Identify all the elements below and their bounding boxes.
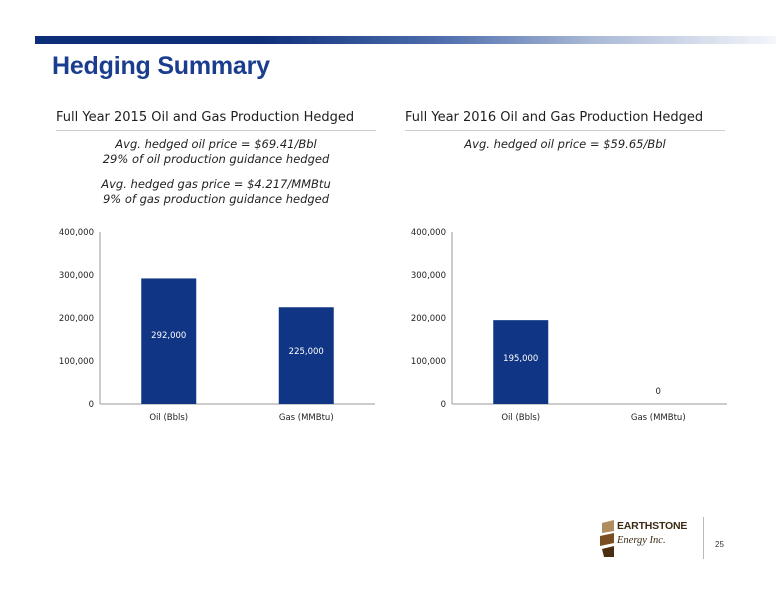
bar (493, 320, 549, 404)
y-tick-label: 400,000 (411, 228, 446, 238)
notes-2016: Avg. hedged oil price = $59.65/Bbl (405, 137, 725, 152)
bar (141, 278, 197, 404)
logo-name: EARTHSTONE (617, 520, 688, 532)
data-label: 0 (656, 387, 661, 397)
data-label: 195,000 (503, 354, 538, 364)
y-tick-label: 200,000 (59, 314, 94, 324)
y-tick-label: 100,000 (59, 357, 94, 367)
page-number: 25 (715, 540, 724, 549)
data-label: 292,000 (151, 331, 186, 341)
x-tick-label: Gas (MMBtu) (631, 413, 686, 423)
earthstone-logo-icon (600, 520, 614, 557)
chart-2016: 0 100,000 200,000 300,000 400,000 195,000 Oil … (411, 228, 727, 423)
panel-2015: Full Year 2015 Oil and Gas Production He… (56, 110, 376, 217)
oil-note-group: Avg. hedged oil price = $69.41/Bbl 29% o… (56, 137, 376, 167)
header-accent-bar (35, 36, 776, 44)
x-tick-label: Gas (MMBtu) (279, 413, 334, 423)
logo-divider (703, 517, 704, 559)
panel-title-2015: Full Year 2015 Oil and Gas Production He… (56, 110, 376, 131)
notes-2015: Avg. hedged oil price = $69.41/Bbl 29% o… (56, 137, 376, 207)
y-tick-label: 0 (89, 400, 94, 410)
gas-guidance-note: 9% of gas production guidance hedged (102, 192, 330, 206)
panel-2016: Full Year 2016 Oil and Gas Production He… (405, 110, 725, 162)
page-title: Hedging Summary (52, 52, 270, 80)
y-tick-label: 400,000 (59, 228, 94, 238)
oil-guidance-note: 29% of oil production guidance hedged (102, 152, 330, 166)
chart-2015: 0 100,000 200,000 300,000 400,000 292,000 Oil … (59, 228, 375, 423)
data-label: 225,000 (289, 347, 324, 357)
gas-price-note: Avg. hedged gas price = $4.217/MMBtu (101, 177, 331, 191)
logo-subtitle: Energy Inc. (617, 535, 666, 546)
oil-price-note-2016: Avg. hedged oil price = $59.65/Bbl (464, 137, 666, 151)
oil-note-group-2016: Avg. hedged oil price = $59.65/Bbl (405, 137, 725, 152)
y-tick-label: 300,000 (411, 271, 446, 281)
x-tick-label: Oil (Bbls) (501, 413, 540, 423)
y-tick-label: 0 (441, 400, 446, 410)
y-tick-label: 300,000 (59, 271, 94, 281)
bar (278, 307, 334, 404)
panel-title-2016: Full Year 2016 Oil and Gas Production He… (405, 110, 725, 131)
y-tick-label: 100,000 (411, 357, 446, 367)
oil-price-note: Avg. hedged oil price = $69.41/Bbl (115, 137, 317, 151)
y-tick-label: 200,000 (411, 314, 446, 324)
gas-note-group: Avg. hedged gas price = $4.217/MMBtu 9% … (56, 177, 376, 207)
x-tick-label: Oil (Bbls) (149, 413, 188, 423)
